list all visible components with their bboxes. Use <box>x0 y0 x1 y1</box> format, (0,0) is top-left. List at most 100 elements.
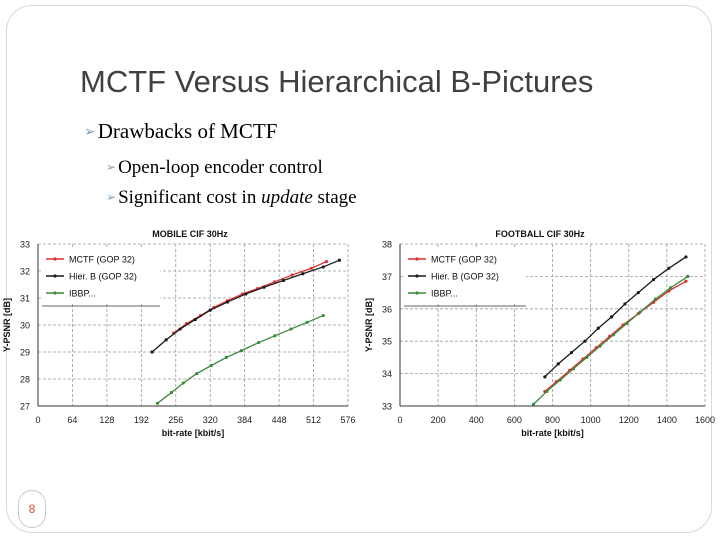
x-tick-label: 256 <box>168 415 183 425</box>
x-tick-label: 1600 <box>695 415 715 425</box>
x-tick-label: 600 <box>507 415 522 425</box>
data-point <box>545 389 549 394</box>
bullet-drawbacks: ➢Drawbacks of MCTF <box>84 119 277 144</box>
football-psnr-chart: 33 34 35 36 37 38 0 200 400 600 800 1000 1200 1400 160… <box>364 229 715 438</box>
data-point <box>651 278 656 282</box>
bullet-text-emphasis: update <box>261 187 313 208</box>
bullet-arrow-icon: ➢ <box>106 190 117 204</box>
series-line <box>157 314 324 404</box>
y-tick-label: 32 <box>20 267 30 277</box>
series-line <box>544 256 687 378</box>
x-axis-label: bit-rate [kbit/s] <box>521 428 584 438</box>
x-axis-label: bit-rate [kbit/s] <box>162 428 225 438</box>
data-point <box>262 285 266 289</box>
y-tick-label: 38 <box>382 240 392 250</box>
data-point <box>569 350 574 355</box>
x-tick-label: 200 <box>431 415 446 425</box>
legend-label: MCTF (GOP 32) <box>431 255 497 265</box>
y-axis-label: Y-PSNR [dB] <box>364 298 374 352</box>
y-tick-label: 33 <box>382 402 392 412</box>
legend-label: Hier. B (GOP 32) <box>431 272 499 282</box>
x-tick-label: 1400 <box>657 415 677 425</box>
x-tick-label: 512 <box>306 415 321 425</box>
x-tick-label: 0 <box>397 415 402 425</box>
x-tick-label: 1200 <box>619 415 639 425</box>
data-point <box>209 363 213 368</box>
chart-title: MOBILE CIF 30Hz <box>152 229 228 239</box>
y-tick-label: 31 <box>20 294 30 304</box>
slide-number: 8 <box>28 502 36 516</box>
data-point <box>543 375 547 379</box>
data-point <box>164 338 168 342</box>
x-tick-label: 800 <box>545 415 560 425</box>
data-point <box>625 321 629 325</box>
y-tick-label: 28 <box>20 375 30 385</box>
bullet-text-pre: Significant cost in <box>118 187 262 208</box>
data-point <box>531 402 536 406</box>
y-tick-label: 35 <box>382 337 392 347</box>
data-point <box>181 381 185 385</box>
data-point <box>684 279 688 283</box>
y-tick-label: 34 <box>382 369 392 379</box>
data-point <box>257 340 261 345</box>
legend-label: IBBP... <box>69 289 96 299</box>
series-line <box>173 260 327 334</box>
legend-label: Hier. B (GOP 32) <box>69 272 137 282</box>
slide-number-badge <box>18 490 46 528</box>
bullet-arrow-icon: ➢ <box>106 160 117 174</box>
legend-marker <box>415 291 419 295</box>
data-point <box>638 310 642 314</box>
data-point <box>225 300 230 304</box>
data-point <box>178 327 182 331</box>
data-point <box>611 333 616 337</box>
data-point <box>305 320 309 324</box>
data-point <box>239 349 244 353</box>
data-point <box>598 344 602 348</box>
y-tick-label: 30 <box>20 321 30 331</box>
x-tick-label: 384 <box>237 415 252 425</box>
x-tick-label: 128 <box>99 415 114 425</box>
chart-title: FOOTBALL CIF 30Hz <box>495 229 585 239</box>
data-point <box>324 259 329 264</box>
data-point <box>289 327 293 331</box>
data-point <box>636 291 640 295</box>
legend-label: IBBP... <box>431 289 458 299</box>
data-point <box>583 339 587 343</box>
legend-label: MCTF (GOP 32) <box>69 255 135 265</box>
data-point <box>571 367 576 371</box>
legend-marker <box>53 291 57 295</box>
data-point <box>669 286 673 290</box>
data-point <box>169 390 174 395</box>
series-line <box>532 275 689 405</box>
data-point <box>193 318 197 322</box>
data-point <box>309 266 314 270</box>
data-point <box>290 273 294 277</box>
data-point <box>623 302 627 306</box>
y-axis-label: Y-PSNR [dB] <box>2 298 12 352</box>
data-point <box>556 362 560 366</box>
bullet-update-cost: ➢ Significant cost in update stage <box>106 187 357 209</box>
y-tick-label: 29 <box>20 348 30 358</box>
x-tick-label: 64 <box>67 415 77 425</box>
bullet-arrow-icon: ➢ <box>84 125 96 140</box>
legend-marker <box>53 274 57 278</box>
data-point <box>596 326 600 330</box>
bullet-text: Drawbacks of MCTF <box>97 119 278 143</box>
data-point <box>558 378 562 382</box>
data-point <box>195 372 199 376</box>
data-point <box>321 313 325 318</box>
data-point <box>321 265 325 269</box>
x-tick-label: 1000 <box>581 415 601 425</box>
data-point <box>337 258 341 262</box>
data-point <box>667 266 671 270</box>
x-tick-label: 448 <box>272 415 287 425</box>
x-tick-label: 576 <box>340 415 355 425</box>
data-point <box>244 292 248 296</box>
data-point <box>686 274 690 278</box>
bullet-text-post: stage <box>312 187 357 208</box>
x-tick-label: 400 <box>469 415 484 425</box>
x-tick-label: 320 <box>203 415 218 425</box>
bullet-open-loop: ➢ Open-loop encoder control <box>106 157 323 179</box>
y-tick-label: 37 <box>382 272 392 282</box>
data-point <box>609 315 614 319</box>
